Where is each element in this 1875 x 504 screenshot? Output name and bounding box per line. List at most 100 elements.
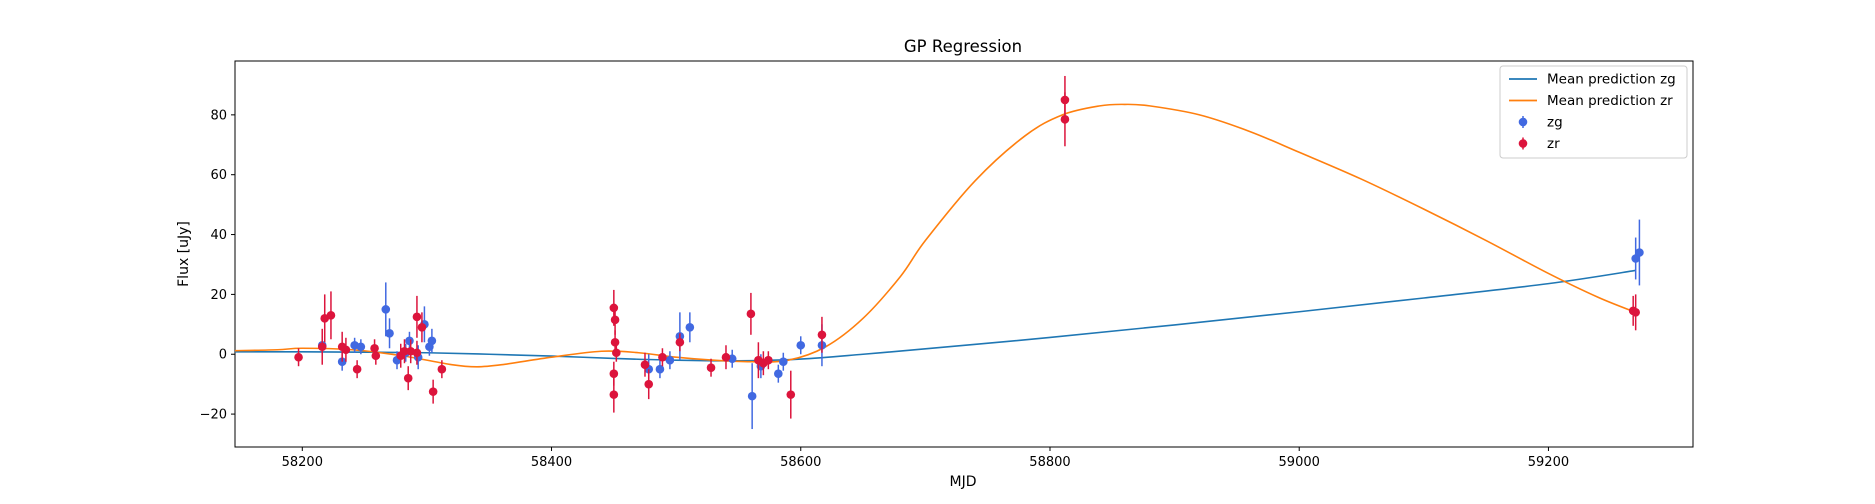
zg-marker bbox=[779, 357, 788, 367]
zr-data-point bbox=[352, 360, 362, 379]
x-tick-label: 58400 bbox=[531, 455, 572, 470]
y-axis: −20 0 20 40 60 80 bbox=[200, 108, 235, 423]
zg-marker bbox=[665, 355, 675, 365]
y-tick-label: 0 bbox=[219, 348, 227, 363]
zg-marker bbox=[385, 328, 394, 338]
zr-data-point bbox=[706, 358, 716, 377]
zg-data-point bbox=[685, 312, 695, 343]
zr-marker bbox=[610, 315, 620, 325]
zr-marker bbox=[609, 303, 619, 313]
zg-data-point bbox=[665, 351, 675, 370]
zr-data-point bbox=[786, 370, 796, 419]
zr-data-point bbox=[326, 291, 336, 340]
zr-marker bbox=[764, 355, 773, 365]
zr-data-point bbox=[644, 369, 654, 400]
legend-item: zg bbox=[1518, 115, 1563, 131]
zr-marker bbox=[1060, 115, 1070, 124]
zr-marker bbox=[370, 343, 379, 353]
mean-prediction-lines bbox=[234, 103, 1636, 368]
zr-data-point bbox=[371, 346, 381, 365]
zr-marker bbox=[817, 330, 827, 340]
x-tick-label: 59000 bbox=[1279, 455, 1320, 470]
legend-label: Mean prediction zg bbox=[1547, 72, 1676, 88]
zr-marker bbox=[609, 390, 619, 399]
zg-data-point bbox=[385, 318, 394, 349]
x-tick-label: 58200 bbox=[282, 455, 323, 470]
zg-data-point bbox=[381, 282, 391, 337]
y-tick-label: 20 bbox=[210, 288, 227, 303]
legend: Mean prediction zg Mean prediction zr zg zr bbox=[1499, 65, 1688, 159]
zr-data-point bbox=[1631, 294, 1640, 331]
zr-marker bbox=[352, 364, 362, 374]
legend-box bbox=[1499, 65, 1688, 159]
zr-data-point bbox=[341, 337, 351, 362]
legend-item: Mean prediction zg bbox=[1509, 72, 1676, 88]
zg-marker bbox=[381, 305, 391, 314]
zr-data-point bbox=[412, 295, 422, 338]
legend-item: Mean prediction zr bbox=[1509, 93, 1673, 109]
x-tick-label: 58800 bbox=[1029, 455, 1070, 470]
zr-data-point bbox=[817, 316, 827, 353]
y-tick-label: 40 bbox=[210, 228, 227, 243]
y-tick-label: 60 bbox=[210, 168, 227, 183]
zr-marker bbox=[644, 379, 654, 389]
zr-data-point bbox=[294, 348, 303, 367]
legend-marker-swatch bbox=[1518, 139, 1528, 148]
zr-data-point bbox=[610, 304, 620, 335]
zr-data-point bbox=[417, 312, 427, 343]
zr-data-point bbox=[400, 339, 409, 364]
zg-data-point bbox=[747, 363, 757, 430]
zg-marker bbox=[655, 364, 665, 374]
zg-data-point bbox=[796, 336, 806, 355]
y-axis-label: Flux [uJy] bbox=[176, 221, 192, 287]
zr-marker bbox=[609, 369, 619, 378]
zr-data-point bbox=[1060, 92, 1070, 147]
data-points bbox=[294, 75, 1644, 430]
zr-data-point bbox=[764, 351, 773, 370]
y-tick-label: −20 bbox=[200, 408, 227, 423]
zg-data-point bbox=[655, 360, 665, 379]
zg-marker bbox=[796, 340, 806, 350]
zg-data-point bbox=[427, 328, 437, 353]
legend-label: zr bbox=[1547, 136, 1560, 152]
zr-marker bbox=[658, 352, 667, 362]
zr-marker bbox=[612, 348, 621, 358]
zr-marker bbox=[437, 364, 447, 374]
x-tick-label: 58600 bbox=[780, 455, 821, 470]
zr-data-point bbox=[721, 345, 731, 370]
zr-data-point bbox=[612, 343, 621, 362]
zr-marker bbox=[746, 309, 756, 319]
zr-marker bbox=[326, 311, 336, 320]
zr-marker bbox=[412, 348, 422, 358]
zr-marker bbox=[706, 363, 716, 373]
zr-marker bbox=[428, 387, 438, 396]
zr-marker bbox=[610, 337, 620, 347]
zg-marker bbox=[405, 336, 414, 346]
zg-data-point bbox=[779, 352, 788, 371]
legend-item: zr bbox=[1518, 136, 1560, 152]
zg-marker bbox=[747, 391, 757, 401]
x-tick-label: 59200 bbox=[1528, 455, 1569, 470]
zr-data-point bbox=[437, 360, 447, 379]
zg-marker bbox=[337, 357, 347, 367]
zr-data-point bbox=[746, 292, 756, 335]
zr-marker bbox=[294, 352, 303, 362]
zg-data-point bbox=[356, 339, 366, 355]
zr-marker bbox=[403, 373, 413, 383]
zr-mean-line bbox=[234, 103, 1636, 368]
plot-area bbox=[234, 60, 1694, 448]
x-axis: 58200 58400 58600 58800 59000 59200 bbox=[282, 447, 1569, 470]
zr-data-point bbox=[675, 333, 685, 352]
zr-data-point bbox=[640, 352, 650, 377]
zg-marker bbox=[685, 323, 695, 332]
zr-marker bbox=[675, 337, 685, 347]
legend-marker-swatch bbox=[1518, 117, 1528, 127]
zr-data-point bbox=[428, 379, 438, 404]
zr-data-point bbox=[403, 366, 413, 391]
zg-marker bbox=[356, 342, 366, 352]
zr-marker bbox=[417, 323, 427, 332]
x-axis-label: MJD bbox=[950, 474, 977, 490]
zr-marker bbox=[412, 312, 422, 322]
